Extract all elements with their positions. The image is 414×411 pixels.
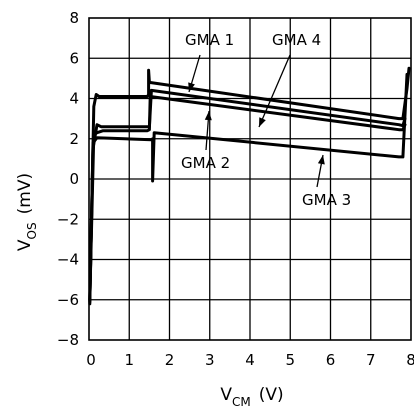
series-lines <box>88 66 411 306</box>
annotation-arrow-gma-1 <box>188 82 195 92</box>
x-tick-label: 1 <box>124 351 134 369</box>
y-tick-label: 8 <box>69 9 79 27</box>
series-line-gma-2 <box>88 95 407 302</box>
series-line-gma-1 <box>88 66 411 304</box>
annotation-label-gma-4: GMA 4 <box>272 31 321 49</box>
annotation-arrow-gma-2 <box>204 111 212 121</box>
annotation-label-gma-3: GMA 3 <box>302 191 351 209</box>
x-tick-label: 2 <box>165 351 175 369</box>
y-tick-label: 6 <box>69 49 79 67</box>
y-axis-label: VOS(mV) <box>15 173 39 251</box>
series-line-gma-4 <box>88 88 407 302</box>
y-tick-label: −4 <box>57 251 79 269</box>
y-tick-label: 2 <box>69 130 79 148</box>
y-tick-label: 4 <box>69 90 79 108</box>
annotation-label-gma-1: GMA 1 <box>185 31 234 49</box>
y-tick-label: −8 <box>57 331 79 349</box>
annotation-arrow-gma-3 <box>317 155 325 165</box>
y-tick-label: −2 <box>57 210 79 228</box>
plot-frame <box>88 17 412 341</box>
grid <box>89 18 411 340</box>
x-tick-label: 8 <box>406 351 414 369</box>
annotation-label-gma-2: GMA 2 <box>181 154 230 172</box>
series-annotations: GMA 1 GMA 4 GMA 2 GMA 3 <box>181 31 351 209</box>
x-tick-label: 0 <box>86 351 96 369</box>
x-tick-label: 6 <box>326 351 336 369</box>
tick-labels: −8 −6 −4 −2 0 2 4 6 8 0 1 2 3 4 5 6 7 8 <box>57 9 414 369</box>
x-axis-label: VCM (V) <box>220 385 283 409</box>
x-tick-label: 4 <box>245 351 255 369</box>
y-tick-label: 0 <box>69 170 79 188</box>
annotation-leader-gma-4 <box>258 54 291 128</box>
y-tick-label: −6 <box>57 291 79 309</box>
series-line-gma-3 <box>88 72 409 306</box>
annotation-arrow-gma-4 <box>259 117 266 127</box>
x-tick-label: 7 <box>366 351 376 369</box>
x-tick-label: 5 <box>285 351 295 369</box>
x-tick-label: 3 <box>205 351 215 369</box>
